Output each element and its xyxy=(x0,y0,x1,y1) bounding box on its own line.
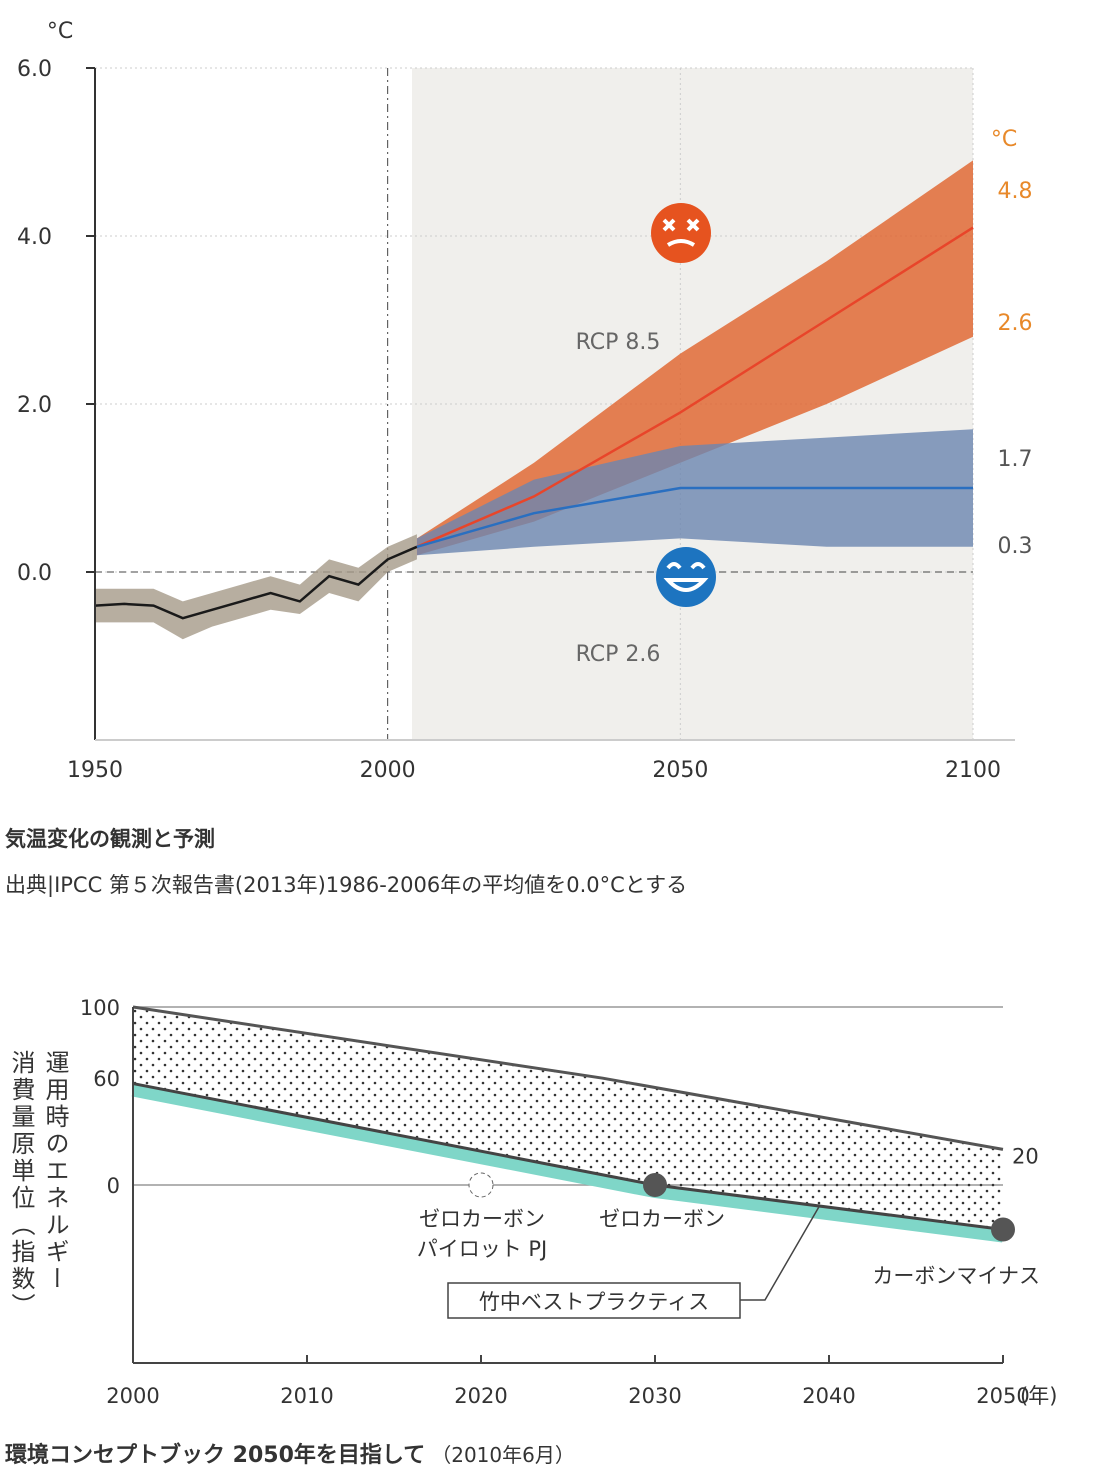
band xyxy=(95,534,417,640)
emoji-eyes xyxy=(662,218,700,247)
y-tick-label: 100 xyxy=(80,996,120,1020)
end-label: 20 xyxy=(1012,1144,1039,1168)
series-label: RCP 8.5 xyxy=(576,330,661,355)
y-tick-label: 4.0 xyxy=(17,225,52,250)
point xyxy=(991,1217,1015,1242)
x-tick-label: 2000 xyxy=(106,1384,159,1408)
caption: 気温変化の観測と予測 xyxy=(5,827,215,851)
callout-line xyxy=(740,1204,821,1301)
x-tick-label: 2030 xyxy=(628,1384,681,1408)
series-label: RCP 2.6 xyxy=(576,642,661,667)
y-axis-label: 運用時のエネルギー xyxy=(41,1050,69,1293)
emoji-smile xyxy=(663,562,709,592)
title-main: 環境コンセプトブック 2050年を目指して xyxy=(5,1442,425,1468)
emoji-face xyxy=(651,203,711,263)
point-label: ゼロカーボン xyxy=(419,1207,545,1231)
x-tick-label: 2000 xyxy=(360,758,416,783)
callout-box xyxy=(447,1282,741,1319)
x-tick-label: 2100 xyxy=(945,758,1001,783)
point-label: ゼロカーボン xyxy=(599,1207,725,1231)
range-label: 0.3 xyxy=(998,534,1033,559)
y-tick-label: 2.0 xyxy=(17,393,52,418)
x-tick-label: 2010 xyxy=(280,1384,333,1408)
x-tick-label: 2050 xyxy=(652,758,708,783)
line xyxy=(416,486,973,549)
point xyxy=(643,1173,667,1197)
range-label: 2.6 xyxy=(998,311,1033,336)
gap-area xyxy=(133,1007,1003,1230)
y-unit: °C xyxy=(47,19,73,44)
range-unit: °C xyxy=(991,127,1017,152)
range-label: 4.8 xyxy=(998,179,1033,204)
y-tick-label: 0 xyxy=(107,1174,120,1198)
y-tick-label: 0.0 xyxy=(17,561,52,586)
title-date: （2010年6月） xyxy=(431,1443,575,1467)
x-unit: (年) xyxy=(1020,1384,1057,1408)
y-tick-label: 6.0 xyxy=(17,57,52,82)
x-tick-label: 2050 xyxy=(976,1384,1029,1408)
callout-label: 竹中ベストプラクティス xyxy=(479,1290,709,1314)
y-axis-label: 消費量原単位（指数） xyxy=(7,1050,35,1320)
title: 環境コンセプトブック 2050年を目指して （2010年6月） xyxy=(5,1442,575,1468)
band xyxy=(416,160,973,556)
line xyxy=(416,226,974,548)
y-tick-label: 60 xyxy=(93,1067,120,1091)
source: 出典|IPCC 第５次報告書(2013年)1986-2006年の平均値を0.0°… xyxy=(5,873,687,898)
band xyxy=(416,429,973,556)
x-tick-label: 2040 xyxy=(802,1384,855,1408)
range-label: 1.7 xyxy=(998,447,1033,472)
point-label: パイロット PJ xyxy=(417,1237,548,1261)
x-tick-label: 1950 xyxy=(67,758,123,783)
point-label: カーボンマイナス xyxy=(872,1264,1040,1288)
point xyxy=(468,1172,494,1198)
emoji-face xyxy=(656,547,716,607)
line xyxy=(94,545,418,620)
emoji-bad xyxy=(651,203,711,263)
x-tick-label: 2020 xyxy=(454,1384,507,1408)
emoji-good xyxy=(656,547,716,607)
line xyxy=(132,1005,1004,1151)
